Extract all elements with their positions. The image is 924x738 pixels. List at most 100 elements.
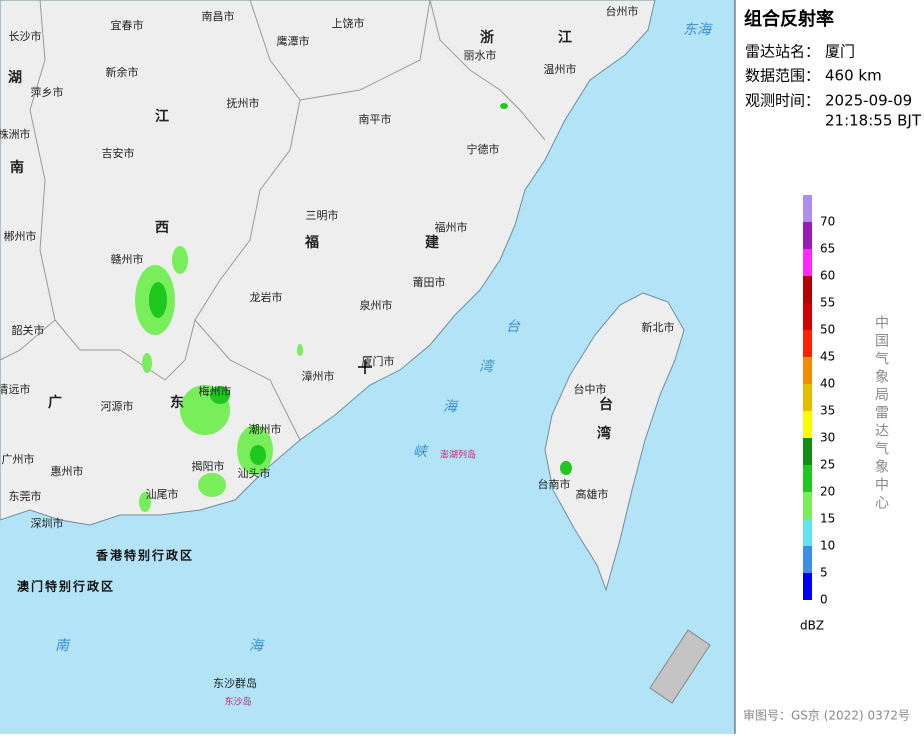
org: 中国气象局雷达气象中心 xyxy=(873,315,889,513)
borders xyxy=(0,0,546,441)
map-label: 澎湖列岛 xyxy=(440,449,476,461)
approval: 审图号：GS京 (2022) 0372号 xyxy=(743,708,910,723)
legend-swatch xyxy=(803,195,812,222)
legend: 0 5 10 15 20 25 30 35 40 45 50 55 60 65 70 xyxy=(803,195,835,607)
map-label: 东沙岛 xyxy=(224,696,251,708)
legend-swatch xyxy=(803,519,812,546)
map-label: 台 xyxy=(599,396,613,413)
map-label: 赣州市 xyxy=(111,252,144,266)
map-label: 深圳市 xyxy=(31,516,64,530)
map-label: 东莞市 xyxy=(9,489,42,503)
map-label: 惠州市 xyxy=(51,464,84,478)
map-label: 莆田市 xyxy=(413,275,446,289)
legend-tick-label: 35 xyxy=(820,404,835,418)
map-label: 潮州市 xyxy=(249,422,282,436)
legend-swatch xyxy=(803,330,812,357)
map-label: 海 xyxy=(249,638,265,654)
map-label: 高雄市 xyxy=(576,487,609,501)
map-label: 峡 xyxy=(413,444,429,460)
map-label: 海 xyxy=(443,399,459,415)
time-date: 2025-09-09 xyxy=(825,92,912,110)
map-label: 厦门市 xyxy=(362,354,395,368)
legend-swatch xyxy=(803,303,812,330)
legend-swatch xyxy=(803,222,812,249)
map-label: 河源市 xyxy=(101,399,134,413)
legend-unit: dBZ xyxy=(800,619,824,633)
map-label: 香港特别行政区 xyxy=(95,548,194,563)
map-label: 福 xyxy=(304,234,319,251)
info-panel xyxy=(735,0,924,734)
time-label: 观测时间： xyxy=(745,92,820,110)
map-label: 澳门特别行政区 xyxy=(17,579,115,594)
map-label: 宁德市 xyxy=(467,142,500,156)
legend-tick-label: 0 xyxy=(820,593,828,607)
map-label: 浙 xyxy=(480,29,494,46)
legend-tick-label: 20 xyxy=(820,485,835,499)
map-label: 东 xyxy=(170,394,184,411)
legend-tick-label: 70 xyxy=(820,215,835,229)
legend-swatch xyxy=(803,357,812,384)
map-label: 东沙群岛 xyxy=(213,676,257,690)
radar-site xyxy=(358,360,372,374)
map-label: 湖 xyxy=(8,70,22,86)
map-label: 温州市 xyxy=(544,62,577,76)
legend-tick-label: 55 xyxy=(820,296,835,310)
map-label: 江 xyxy=(558,29,572,46)
legend-tick-label: 25 xyxy=(820,458,835,472)
map-label: 抚州市 xyxy=(227,96,260,110)
map-label: 梅州市 xyxy=(199,384,232,398)
map-label: 台州市 xyxy=(606,4,639,18)
taiwan xyxy=(544,292,685,592)
map-label: 东海 xyxy=(683,22,713,38)
map-label: 萍乡市 xyxy=(31,85,64,99)
map-label: 鹰潭市 xyxy=(277,34,310,48)
map-label: 南 xyxy=(10,159,24,176)
legend-swatch xyxy=(803,384,812,411)
map-label: 长沙市 xyxy=(9,29,42,43)
map-label: 湾 xyxy=(597,425,611,442)
legend-tick-label: 40 xyxy=(820,377,835,391)
map-label: 宜春市 xyxy=(111,18,144,32)
map-label: 龙岩市 xyxy=(250,290,283,304)
map-label: 汕尾市 xyxy=(146,487,179,501)
map-label: 广 xyxy=(48,394,62,411)
map-label: 三明市 xyxy=(306,208,339,222)
map-label: 新北市 xyxy=(642,320,675,334)
legend-tick-label: 60 xyxy=(820,269,835,283)
map-label: 西 xyxy=(155,220,169,236)
time-clock: 21:18:55 BJT xyxy=(825,112,922,130)
legend-swatch xyxy=(803,276,812,303)
radar-edge xyxy=(649,629,711,704)
map-label: 福州市 xyxy=(435,220,468,234)
map-label: 株洲市 xyxy=(0,127,31,141)
map-label: 丽水市 xyxy=(464,48,497,62)
map-label: 建 xyxy=(425,234,439,251)
legend-tick-label: 5 xyxy=(820,566,828,580)
mainland xyxy=(0,0,656,526)
map-label: 揭阳市 xyxy=(192,459,225,473)
map-label: 台南市 xyxy=(538,477,571,491)
map-label: 南昌市 xyxy=(202,9,235,23)
map-label: 南平市 xyxy=(359,112,392,126)
legend-swatch xyxy=(803,573,812,600)
map-label: 南 xyxy=(55,638,71,654)
map-label: 新余市 xyxy=(106,65,139,79)
legend-swatch xyxy=(803,249,812,276)
legend-tick-label: 50 xyxy=(820,323,835,337)
range: 460 km xyxy=(825,67,882,85)
map-label: 郴州市 xyxy=(4,229,37,243)
legend-tick-label: 45 xyxy=(820,350,835,364)
legend-swatch xyxy=(803,465,812,492)
legend-swatch xyxy=(803,546,812,573)
map-label: 台 xyxy=(506,319,521,335)
map-label: 湾 xyxy=(479,359,495,375)
legend-tick-label: 30 xyxy=(820,431,835,445)
legend-swatch xyxy=(803,438,812,465)
map-label: 清远市 xyxy=(0,382,31,396)
map-label: 江 xyxy=(155,108,169,125)
legend-tick-label: 65 xyxy=(820,242,835,256)
radar-echoes xyxy=(135,103,572,512)
